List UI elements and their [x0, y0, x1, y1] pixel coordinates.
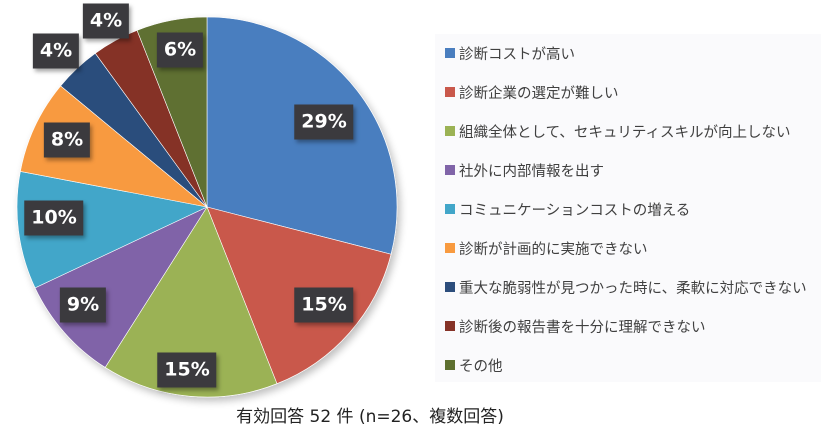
legend-label: 組織全体として、セキュリティスキルが向上しない	[459, 124, 791, 141]
pie-slice-3	[34, 206, 208, 368]
legend-swatch-icon	[445, 321, 455, 331]
legend-item-3: 社外に内部情報を出す	[445, 158, 604, 182]
legend-label: 社外に内部情報を出す	[459, 163, 604, 180]
legend-swatch-icon	[445, 282, 455, 292]
pie-slice-5	[20, 85, 208, 208]
legend-item-5: 診断が計画的に実施できない	[445, 236, 648, 260]
legend-item-6: 重大な脆弱性が見つかった時に、柔軟に対応できない	[445, 275, 807, 299]
data-label-0: 29%	[294, 104, 354, 140]
legend-item-0: 診断コストが高い	[445, 41, 575, 65]
data-label-4: 10%	[24, 200, 84, 236]
legend-swatch-icon	[445, 204, 455, 214]
legend-swatch-icon	[445, 87, 455, 97]
legend-swatch-icon	[445, 48, 455, 58]
chart-caption: 有効回答 52 件 (n=26、複数回答)	[236, 407, 504, 427]
legend-item-1: 診断企業の選定が難しい	[445, 80, 619, 104]
data-label-1: 15%	[294, 287, 354, 323]
data-label-3: 9%	[59, 287, 107, 323]
legend-item-4: コミュニケーションコストの増える	[445, 197, 690, 221]
legend-item-8: その他	[445, 353, 503, 377]
legend-swatch-icon	[445, 360, 455, 370]
legend-label: 診断後の報告書を十分に理解できない	[459, 319, 706, 336]
legend-label: 重大な脆弱性が見つかった時に、柔軟に対応できない	[459, 280, 807, 297]
legend-item-7: 診断後の報告書を十分に理解できない	[445, 314, 706, 338]
legend-item-2: 組織全体として、セキュリティスキルが向上しない	[445, 119, 790, 143]
pie-slices	[16, 16, 398, 398]
legend: 診断コストが高い 診断企業の選定が難しい 組織全体として、セキュリティスキルが向…	[435, 34, 821, 382]
data-label-6: 4%	[32, 33, 80, 69]
legend-swatch-icon	[445, 126, 455, 136]
data-label-7: 4%	[82, 3, 130, 39]
legend-swatch-icon	[445, 243, 455, 253]
legend-label: 診断企業の選定が難しい	[459, 85, 619, 102]
pie-plot-area	[16, 16, 398, 398]
data-label-8: 6%	[156, 32, 204, 68]
data-label-2: 15%	[157, 352, 217, 388]
data-label-5: 8%	[43, 122, 91, 158]
legend-label: 診断コストが高い	[459, 46, 575, 63]
legend-label: その他	[459, 358, 503, 375]
legend-label: 診断が計画的に実施できない	[459, 241, 648, 258]
legend-swatch-icon	[445, 165, 455, 175]
legend-label: コミュニケーションコストの増える	[459, 202, 691, 219]
pie-slice-2	[104, 206, 278, 398]
